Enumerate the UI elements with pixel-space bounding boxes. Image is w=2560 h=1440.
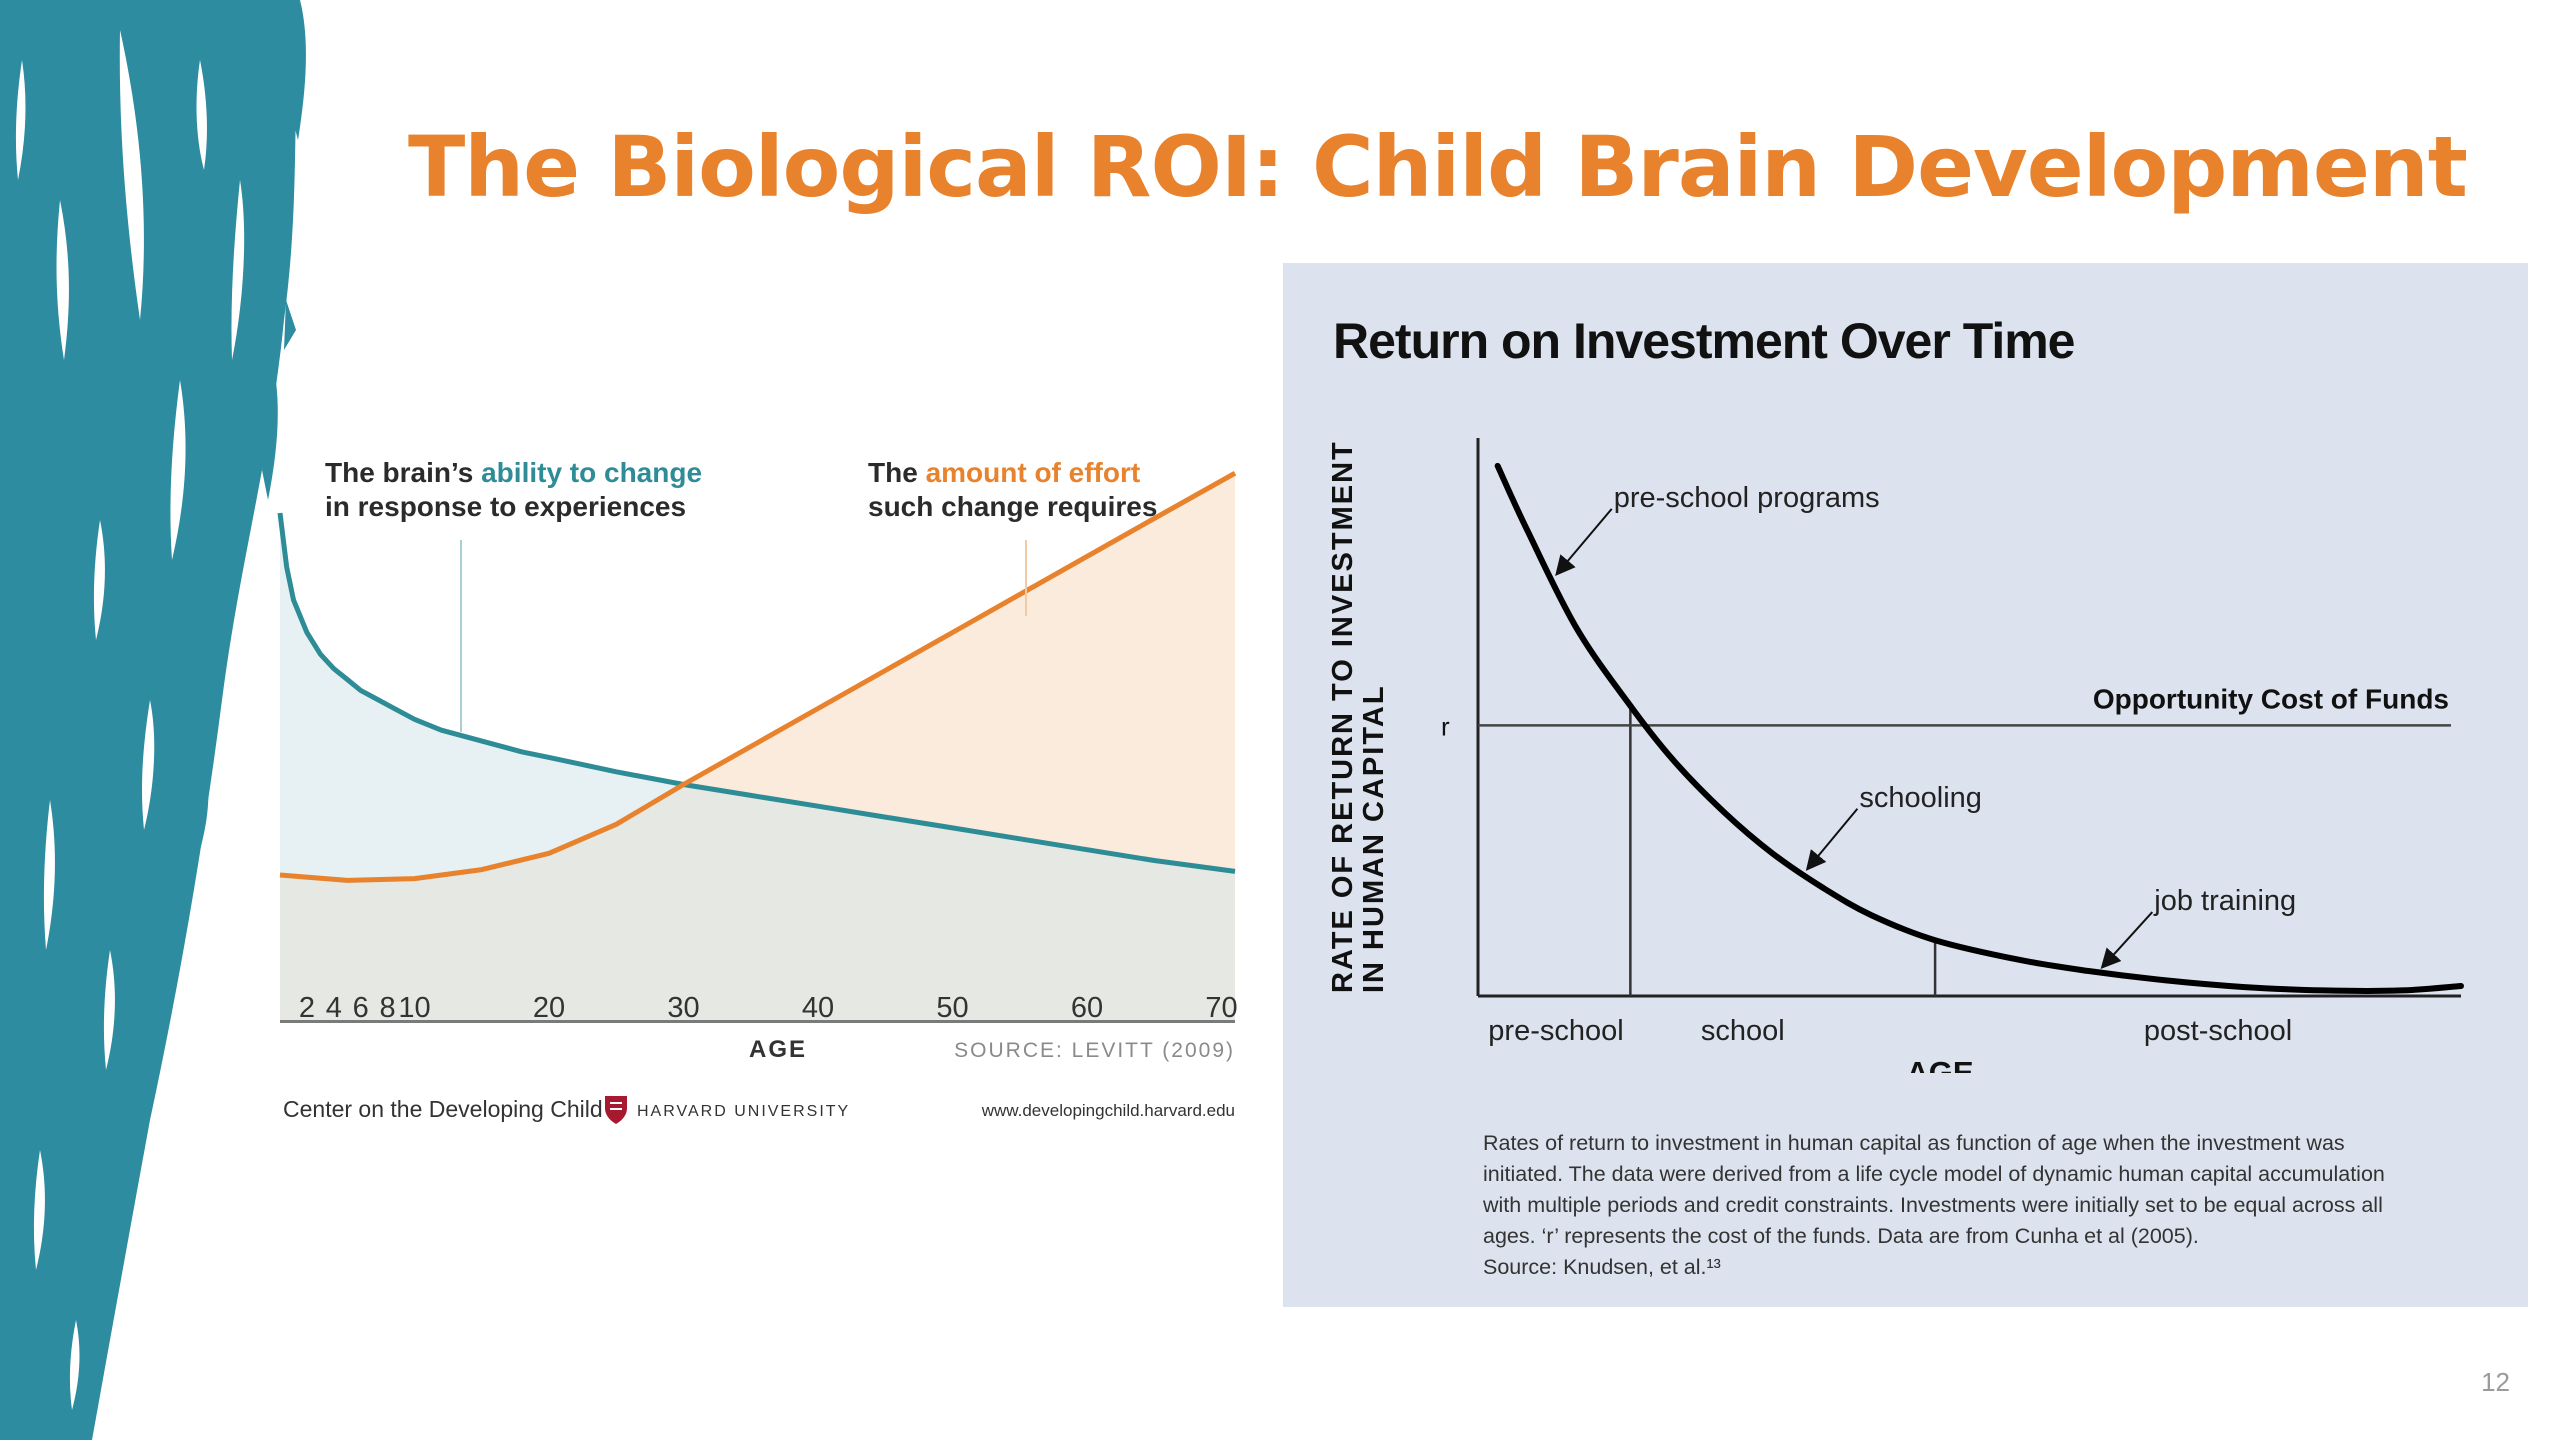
- c1-x-tick: 10: [398, 992, 430, 1024]
- ability-curve: [277, 512, 1236, 874]
- c1-x-tick: 50: [936, 992, 968, 1024]
- c1-x-tick: 8: [380, 992, 396, 1024]
- harvard-shield-icon: [605, 1096, 627, 1124]
- effort-highlight: amount of effort: [926, 457, 1141, 488]
- roi-x-axis-label: AGE: [1906, 1055, 1973, 1073]
- slide-title: The Biological ROI: Child Brain Developm…: [408, 118, 2468, 216]
- roi-caption: Rates of return to investment in human c…: [1483, 1128, 2493, 1283]
- c1-x-tick: 70: [1205, 992, 1237, 1024]
- roi-panel: Return on Investment Over Time RATE OF R…: [1283, 263, 2528, 1307]
- c1-x-tick: 2: [299, 992, 315, 1024]
- effort-annotation-line1: The amount of effort: [868, 457, 1140, 488]
- r-label: r: [1441, 711, 1450, 741]
- c1-x-axis-label: AGE: [749, 1036, 807, 1063]
- c1-baseline: [280, 1020, 1235, 1023]
- c1-x-tick: 20: [533, 992, 565, 1024]
- roi-y-axis-label-line2: IN HUMAN CAPITAL: [1358, 684, 1390, 993]
- caption-line: initiated. The data were derived from a …: [1483, 1162, 2385, 1186]
- effort-curve: [279, 471, 1237, 883]
- curve-label: pre-school programs: [1614, 482, 1880, 514]
- x-category-label: pre-school: [1488, 1015, 1623, 1047]
- ability-area: [280, 513, 1235, 1020]
- x-category-label: school: [1701, 1015, 1785, 1047]
- brain-plasticity-chart: The brain’s ability to change in respons…: [277, 457, 1238, 1124]
- label-arrow: [2100, 911, 2154, 970]
- roi-curve: [1494, 462, 2464, 994]
- c1-x-tick: 60: [1071, 992, 1103, 1024]
- caption-line: with multiple periods and credit constra…: [1483, 1193, 2383, 1217]
- x-category-label: post-school: [2144, 1015, 2292, 1047]
- label-arrow: [1805, 808, 1859, 871]
- c1-source: SOURCE: LEVITT (2009): [954, 1039, 1235, 1062]
- ability-annotation-line1: The brain’s ability to change: [325, 457, 702, 488]
- ability-highlight: ability to change: [481, 457, 702, 488]
- roi-chart: Return on Investment Over Time RATE OF R…: [1327, 313, 2464, 1073]
- roi-y-axis-label-line1: RATE OF RETURN TO INVESTMENT: [1327, 440, 1359, 993]
- curve-label: job training: [2153, 885, 2296, 917]
- caption-line: ages. ‘r’ represents the cost of the fun…: [1483, 1224, 2199, 1248]
- c1-x-tick: 4: [326, 992, 342, 1024]
- curve-label: schooling: [1859, 782, 1982, 814]
- ability-annotation-line2: in response to experiences: [325, 491, 686, 522]
- caption-line: Rates of return to investment in human c…: [1483, 1131, 2345, 1155]
- label-arrow: [1555, 508, 1613, 576]
- roi-chart-title: Return on Investment Over Time: [1333, 313, 2075, 369]
- c1-footer-url: www.developingchild.harvard.edu: [981, 1101, 1235, 1120]
- page-number: 12: [2481, 1367, 2510, 1397]
- c1-x-tick: 40: [802, 992, 834, 1024]
- c1-x-tick: 6: [353, 992, 369, 1024]
- caption-line: Source: Knudsen, et al.¹³: [1483, 1255, 1721, 1279]
- c1-footer-center: Center on the Developing Child: [283, 1096, 603, 1122]
- c1-x-tick: 30: [667, 992, 699, 1024]
- opportunity-cost-label: Opportunity Cost of Funds: [2093, 683, 2449, 714]
- effort-annotation-line2: such change requires: [868, 491, 1157, 522]
- c1-footer-harvard: HARVARD UNIVERSITY: [637, 1103, 850, 1120]
- teal-brush-decoration: [0, 0, 306, 1440]
